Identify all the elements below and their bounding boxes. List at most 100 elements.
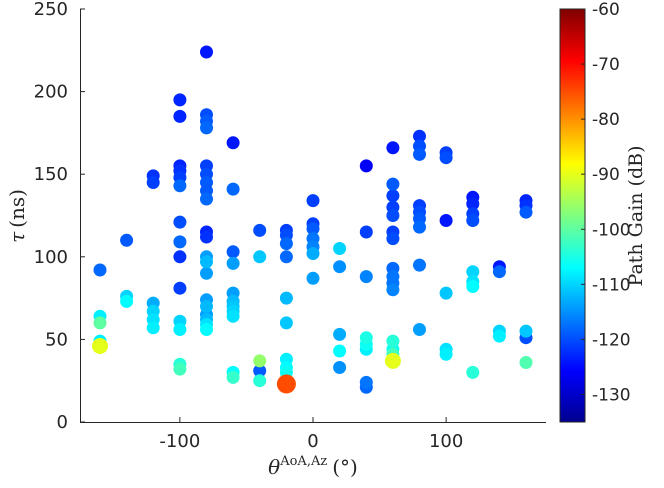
data-point [120, 294, 134, 308]
data-point [306, 194, 320, 208]
y-tick-label: 200 [34, 82, 68, 103]
data-points [92, 45, 533, 394]
data-point [439, 151, 453, 165]
colorbar-tick-label: -130 [592, 385, 631, 405]
data-point [386, 177, 400, 191]
colorbar-tick-label: -120 [592, 330, 631, 350]
data-point [386, 141, 400, 155]
data-point [413, 147, 426, 161]
data-point [173, 215, 187, 229]
data-point [226, 309, 240, 323]
data-point [253, 354, 267, 368]
data-point [386, 232, 400, 246]
data-point [386, 189, 400, 203]
colorbar-tick-label: -60 [592, 0, 620, 20]
data-point [333, 327, 347, 341]
y-tick-label: 250 [34, 0, 68, 20]
data-point [226, 182, 240, 196]
x-tick-label: 0 [307, 431, 318, 452]
colorbar-tick-label: -100 [592, 220, 631, 240]
colorbar-title: Path Gain (dB) [625, 146, 647, 287]
data-point [173, 250, 187, 264]
data-point [226, 370, 240, 384]
data-point [466, 214, 480, 227]
data-point [333, 242, 347, 255]
data-point [386, 209, 400, 222]
data-point [359, 225, 373, 239]
data-point [359, 159, 373, 173]
data-point [93, 263, 107, 277]
data-point [173, 235, 187, 249]
data-point [519, 356, 533, 369]
data-point [276, 374, 296, 394]
data-point [200, 255, 213, 269]
y-tick-label: 100 [34, 247, 68, 268]
data-point [173, 362, 187, 376]
data-point [359, 331, 373, 345]
data-point [359, 375, 373, 389]
data-point [519, 205, 533, 219]
data-point [466, 197, 480, 211]
data-point [200, 192, 213, 206]
data-point [359, 270, 373, 284]
data-point [200, 230, 213, 244]
data-point [226, 136, 240, 150]
data-point [279, 237, 293, 251]
y-axis-ticks: 0 50 100 150 200 250 [34, 0, 85, 433]
data-point [439, 286, 453, 300]
data-point [413, 220, 426, 234]
x-tick-label: -100 [159, 431, 200, 452]
data-point [384, 352, 401, 369]
data-point [306, 247, 320, 260]
data-point [413, 258, 426, 272]
data-point [306, 271, 320, 285]
data-point [279, 291, 293, 305]
data-point [439, 347, 453, 361]
data-point [466, 265, 480, 279]
data-point [466, 365, 480, 379]
y-tick-label: 50 [45, 329, 68, 350]
data-point [253, 374, 267, 388]
data-point [386, 334, 400, 348]
colorbar-ticks: -60 -70 -80 -90 -100 -110 -120 -130 [581, 0, 631, 405]
data-point [253, 364, 267, 378]
data-point [146, 176, 160, 189]
data-point [200, 266, 213, 280]
data-point [173, 281, 187, 295]
data-point [333, 260, 347, 274]
colorbar-tick-label: -80 [592, 110, 620, 130]
data-point [200, 121, 213, 135]
data-point [173, 179, 187, 193]
data-point [492, 329, 506, 343]
data-point [333, 344, 347, 358]
data-point [279, 250, 293, 264]
data-point [92, 338, 108, 354]
x-tick-label: 100 [429, 431, 463, 452]
data-point [413, 323, 426, 336]
data-point [439, 214, 453, 227]
data-point [93, 316, 107, 330]
data-point [279, 316, 293, 330]
data-point [200, 299, 213, 313]
data-point [173, 323, 187, 336]
data-point [226, 256, 240, 270]
colorbar-tick-label: -110 [592, 275, 631, 295]
data-point [146, 321, 160, 335]
data-point [333, 361, 347, 374]
data-point [173, 93, 187, 107]
y-tick-label: 0 [57, 412, 68, 433]
data-point [253, 250, 267, 264]
data-point [386, 283, 400, 297]
data-point [306, 222, 320, 236]
data-point [200, 323, 213, 336]
data-point [519, 324, 533, 338]
data-point [253, 223, 267, 237]
data-point [173, 109, 187, 123]
x-axis-ticks: -100 0 100 [159, 417, 463, 452]
data-point [492, 265, 506, 279]
data-point [466, 280, 480, 293]
colorbar-tick-label: -70 [592, 55, 620, 75]
data-point [200, 45, 213, 59]
colorbar-tick-label: -90 [592, 165, 620, 185]
